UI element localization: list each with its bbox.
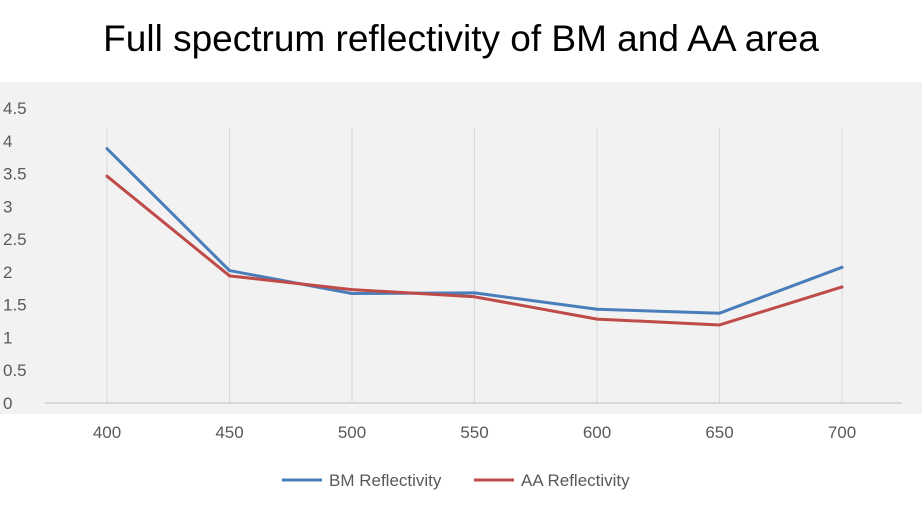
x-tick-label: 400 (93, 423, 121, 442)
data-point-1-500 (350, 288, 354, 292)
data-point-0-550 (473, 291, 476, 295)
y-tick-label: 3 (3, 197, 12, 216)
y-axis-ticks: 0 0.5 1 1.5 2 2.5 3 3.5 4 4.5 (3, 99, 27, 413)
y-tick-label: 0.5 (3, 361, 27, 380)
data-point-1-400 (105, 174, 109, 178)
y-tick-label: 1 (3, 328, 12, 347)
y-tick-label: 3.5 (3, 165, 27, 184)
data-point-0-450 (228, 269, 231, 273)
x-tick-label: 450 (215, 423, 243, 442)
data-point-0-650 (718, 311, 721, 315)
data-point-0-700 (840, 265, 844, 269)
y-tick-label: 0 (3, 394, 12, 413)
data-point-1-450 (228, 274, 231, 278)
x-tick-label: 550 (460, 423, 488, 442)
y-tick-label: 1.5 (3, 296, 27, 315)
x-tick-label: 700 (828, 423, 856, 442)
x-axis-ticks: 400 450 500 550 600 650 700 (93, 423, 856, 442)
data-point-0-600 (595, 307, 599, 311)
data-point-1-700 (840, 285, 844, 289)
gridlines (106, 128, 843, 403)
series-lines (105, 147, 844, 327)
y-tick-label: 4.5 (3, 99, 27, 118)
data-point-0-500 (350, 292, 354, 296)
data-point-1-650 (718, 323, 721, 327)
data-point-0-400 (105, 147, 109, 151)
legend-label-1: AA Reflectivity (521, 471, 630, 490)
legend: BM Reflectivity AA Reflectivity (282, 471, 630, 490)
legend-label-0: BM Reflectivity (329, 471, 442, 490)
data-point-1-550 (473, 295, 476, 299)
x-tick-label: 500 (338, 423, 366, 442)
plot-background (0, 82, 922, 414)
y-tick-label: 2.5 (3, 230, 27, 249)
y-tick-label: 4 (3, 132, 12, 151)
y-tick-label: 2 (3, 263, 12, 282)
data-point-1-600 (595, 317, 599, 321)
x-tick-label: 650 (705, 423, 733, 442)
x-tick-label: 600 (583, 423, 611, 442)
chart-title: Full spectrum reflectivity of BM and AA … (103, 18, 819, 59)
